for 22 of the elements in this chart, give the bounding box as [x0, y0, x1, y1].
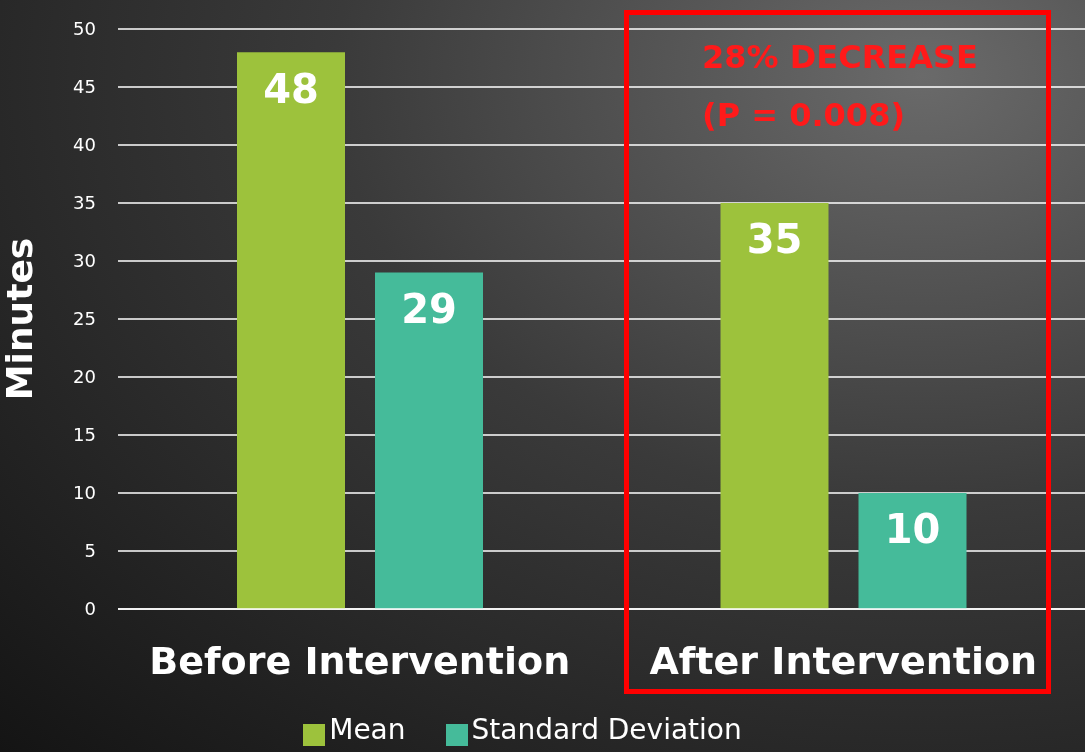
y-tick-label: 30 — [73, 250, 96, 272]
y-axis-title: Minutes — [0, 237, 40, 401]
y-tick-label: 0 — [84, 598, 96, 620]
data-label: 29 — [401, 286, 457, 332]
data-label: 48 — [263, 65, 319, 112]
legend-label: Standard Deviation — [471, 713, 742, 746]
y-tick-label: 35 — [73, 192, 96, 214]
y-tick-label: 45 — [73, 76, 96, 98]
annotation: (P = 0.008) — [702, 96, 906, 134]
y-tick-label: 15 — [73, 424, 96, 446]
x-tick-label: Before Intervention — [149, 638, 571, 683]
data-label: 10 — [884, 506, 941, 553]
y-tick-label: 50 — [73, 18, 96, 40]
annotation: 28% DECREASE — [702, 38, 978, 76]
y-tick-label: 5 — [84, 540, 96, 562]
data-label: 35 — [746, 216, 803, 263]
y-tick-label: 40 — [73, 134, 96, 156]
y-tick-label: 20 — [73, 366, 96, 388]
y-tick-label: 25 — [73, 308, 96, 330]
x-tick-label: After Intervention — [649, 638, 1038, 683]
y-tick-label: 10 — [73, 482, 96, 504]
legend-label: Mean — [329, 713, 406, 746]
